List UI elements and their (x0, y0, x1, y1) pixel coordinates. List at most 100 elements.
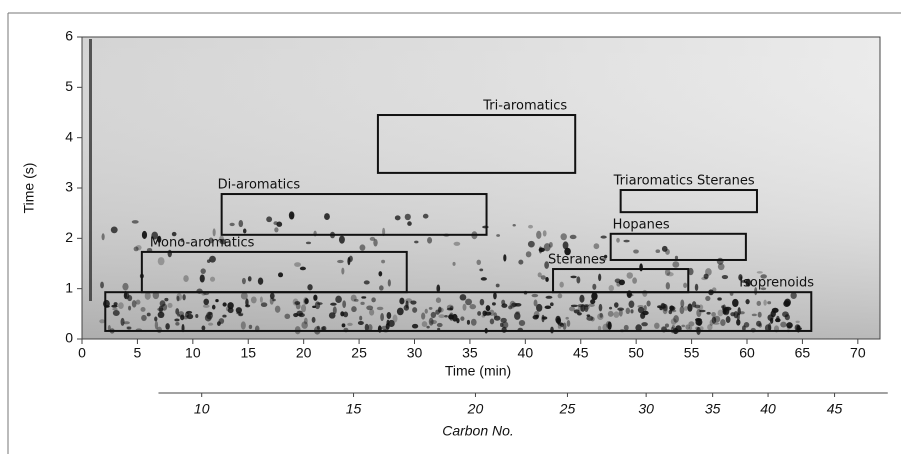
peak (698, 309, 706, 313)
peak (348, 255, 353, 262)
peak (225, 306, 231, 312)
peak (157, 311, 165, 318)
peak (288, 211, 295, 220)
peak (725, 316, 731, 324)
x-tick-label: 50 (628, 345, 644, 361)
peak (219, 238, 227, 245)
peak (607, 321, 612, 330)
peak (219, 235, 224, 243)
peak (697, 321, 702, 327)
peak (276, 221, 283, 227)
peak (642, 289, 648, 297)
peak (347, 322, 353, 326)
x-tick-label: 35 (462, 345, 478, 361)
peak (597, 313, 604, 321)
peak (479, 268, 484, 272)
region-label: Tri-aromatics (482, 99, 567, 114)
peak (175, 308, 180, 315)
peak (399, 297, 405, 305)
peak (784, 314, 790, 321)
peak (480, 277, 487, 281)
peak (444, 314, 448, 318)
peak (533, 311, 540, 319)
peak (780, 321, 787, 328)
peak (373, 238, 378, 247)
peak (609, 306, 613, 310)
peak (665, 248, 670, 255)
peak (133, 246, 139, 252)
peak (404, 213, 411, 221)
peak (380, 313, 384, 322)
peak (717, 297, 722, 301)
peak (167, 302, 173, 308)
peak (732, 298, 739, 308)
peak (386, 312, 392, 320)
peak (476, 259, 482, 265)
peak (618, 279, 625, 286)
peak (351, 306, 357, 313)
peak (435, 297, 442, 304)
peak (430, 319, 437, 325)
peak (579, 294, 585, 303)
peak (388, 319, 395, 327)
peak (353, 298, 359, 302)
peak (118, 302, 124, 310)
peak (632, 277, 637, 284)
peak (164, 297, 169, 302)
peak (303, 317, 308, 325)
y-tick-label: 5 (65, 78, 73, 94)
peak (269, 297, 274, 305)
peak (211, 304, 216, 310)
peak (453, 241, 461, 246)
peak (545, 277, 549, 282)
peak (705, 295, 711, 301)
peak (387, 279, 391, 287)
peak (102, 299, 110, 308)
x-tick-label: 25 (351, 345, 367, 361)
peak (695, 326, 699, 330)
peak (460, 316, 465, 321)
peak (131, 300, 137, 308)
peak (459, 294, 467, 301)
peak (294, 301, 301, 305)
peak (421, 321, 428, 328)
x-tick-label: 70 (850, 345, 866, 361)
carbon-axis-label: Carbon No. (442, 423, 514, 439)
peak (538, 246, 543, 254)
peak (410, 300, 417, 305)
peak (557, 293, 563, 299)
peak (754, 287, 758, 296)
peak (154, 320, 159, 330)
peak (324, 213, 330, 221)
peak (127, 294, 133, 302)
peak (602, 323, 610, 332)
region-label: Hopanes (613, 217, 670, 232)
peak (756, 271, 763, 274)
peak (469, 304, 477, 310)
x-tick-label: 15 (240, 345, 256, 361)
x-tick-label: 0 (78, 345, 86, 361)
peak (679, 306, 685, 315)
peak (518, 320, 526, 326)
peak (335, 295, 342, 304)
peak (613, 311, 620, 318)
peak (426, 325, 430, 329)
peak (635, 324, 642, 332)
peak (240, 292, 248, 300)
peak (126, 326, 132, 330)
peak (266, 216, 273, 223)
peak (482, 225, 489, 229)
peak (518, 259, 524, 265)
peak (577, 305, 584, 312)
peak (503, 254, 507, 262)
peak (493, 315, 501, 321)
peak (668, 309, 673, 315)
peak (588, 303, 595, 307)
peak (583, 304, 589, 307)
peak (720, 319, 726, 326)
peak (247, 276, 252, 282)
peak (123, 321, 130, 325)
peak (156, 326, 162, 334)
peak (340, 311, 345, 317)
